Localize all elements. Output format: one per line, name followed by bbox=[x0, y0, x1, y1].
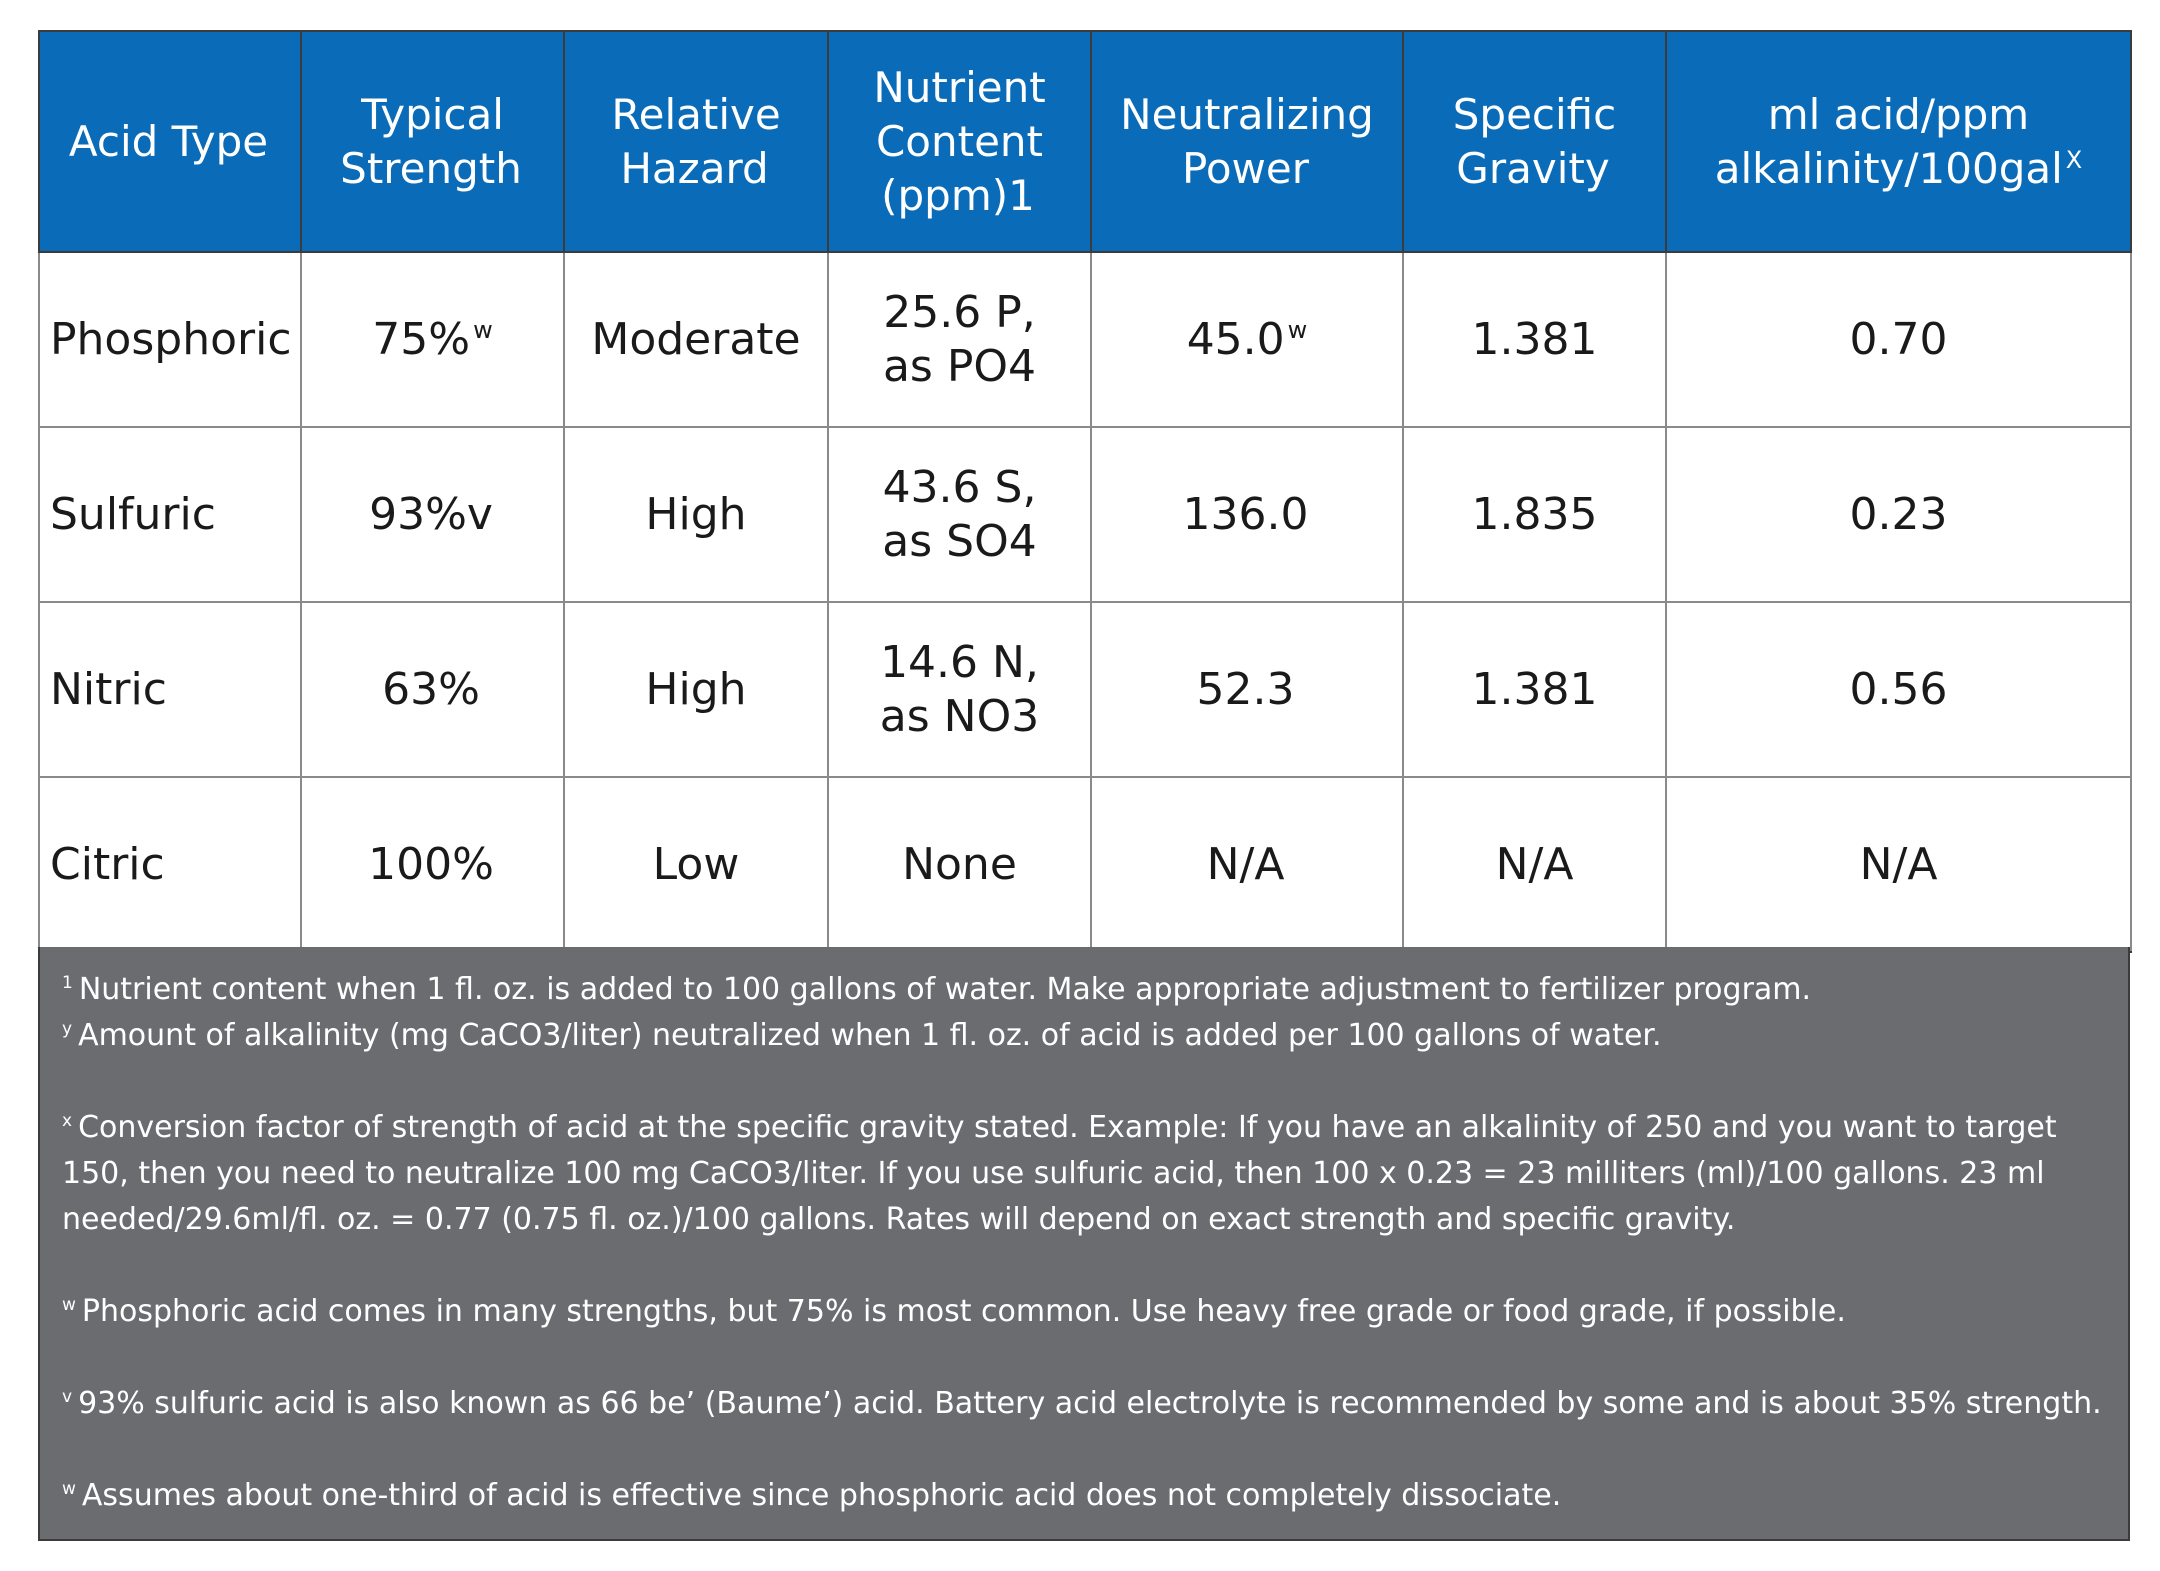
header-mark: X bbox=[2065, 145, 2083, 174]
footnote-text: Amount of alkalinity (mg CaCO3/liter) ne… bbox=[78, 1018, 1662, 1053]
table-row: Sulfuric 93%v High 43.6 S, as SO4 136.0 … bbox=[38, 427, 2132, 603]
footnote: v 93% sulfuric acid is also known as 66 b… bbox=[62, 1381, 2106, 1427]
cell-gravity: N/A bbox=[1403, 777, 1667, 953]
neutralizing-value: 45.0 bbox=[1186, 313, 1285, 365]
header-label: Typical Strength bbox=[340, 89, 522, 193]
cell-hazard: High bbox=[564, 427, 829, 603]
footnotes-panel: 1 Nutrient content when 1 fl. oz. is adde… bbox=[38, 947, 2130, 1541]
cell-nutrient: 14.6 N, as NO3 bbox=[828, 602, 1092, 778]
footnote-mark: y bbox=[62, 1019, 73, 1039]
neutralizing-mark: w bbox=[1287, 315, 1308, 344]
cell-hazard: Moderate bbox=[564, 252, 829, 428]
table-row: Phosphoric 75% w Moderate 25.6 P, as PO4 … bbox=[38, 252, 2132, 428]
cell-neutralizing: 45.0 w bbox=[1091, 252, 1404, 428]
footnote-mark: w bbox=[62, 1295, 76, 1315]
neutralizing-value: 52.3 bbox=[1196, 663, 1295, 715]
header-neutralizing-power: Neutralizing Power bbox=[1091, 30, 1404, 253]
footnote: x Conversion factor of strength of acid a… bbox=[62, 1105, 2106, 1243]
cell-ml-acid: 0.23 bbox=[1666, 427, 2132, 603]
cell-acid-type: Citric bbox=[38, 777, 302, 953]
strength-value: 75% bbox=[372, 313, 471, 365]
footnote: w Phosphoric acid comes in many strengths… bbox=[62, 1289, 2106, 1335]
header-label: Neutralizing Power bbox=[1120, 89, 1374, 193]
header-nutrient-content: Nutrient Content (ppm)1 bbox=[828, 30, 1092, 253]
cell-hazard: Low bbox=[564, 777, 829, 953]
strength-mark: w bbox=[473, 315, 493, 344]
cell-acid-type: Nitric bbox=[38, 602, 302, 778]
strength-value: 100% bbox=[368, 838, 494, 890]
header-row: Acid Type Typical Strength Relative Haza… bbox=[38, 30, 2132, 253]
footnote-spacer bbox=[62, 1427, 2106, 1473]
footnote-mark: v bbox=[62, 1387, 73, 1407]
footnote-spacer bbox=[62, 1335, 2106, 1381]
cell-acid-type: Sulfuric bbox=[38, 427, 302, 603]
footnote-mark: x bbox=[62, 1111, 73, 1131]
footnote-mark: 1 bbox=[62, 973, 73, 993]
footnote: 1 Nutrient content when 1 fl. oz. is adde… bbox=[62, 967, 2106, 1013]
cell-acid-type: Phosphoric bbox=[38, 252, 302, 428]
cell-strength: 100% bbox=[301, 777, 565, 953]
cell-gravity: 1.381 bbox=[1403, 252, 1667, 428]
table-header: Acid Type Typical Strength Relative Haza… bbox=[38, 30, 2132, 253]
cell-nutrient: 25.6 P, as PO4 bbox=[828, 252, 1092, 428]
footnote-text: 93% sulfuric acid is also known as 66 be… bbox=[78, 1386, 2102, 1421]
header-ml-acid: ml acid/ppm alkalinity/100gal X bbox=[1666, 30, 2132, 253]
header-label: Acid Type bbox=[68, 116, 269, 166]
strength-value: 93%v bbox=[369, 488, 493, 540]
neutralizing-value: 136.0 bbox=[1182, 488, 1309, 540]
cell-nutrient: None bbox=[828, 777, 1092, 953]
header-relative-hazard: Relative Hazard bbox=[564, 30, 829, 253]
cell-neutralizing: N/A bbox=[1091, 777, 1404, 953]
table-row: Citric 100% Low None N/A N/A N/A bbox=[38, 777, 2132, 953]
cell-neutralizing: 52.3 bbox=[1091, 602, 1404, 778]
cell-strength: 93%v bbox=[301, 427, 565, 603]
footnote-text: Nutrient content when 1 fl. oz. is added… bbox=[78, 972, 1812, 1007]
header-typical-strength: Typical Strength bbox=[301, 30, 565, 253]
footnote-text: Phosphoric acid comes in many strengths,… bbox=[81, 1294, 1846, 1329]
footnote-spacer bbox=[62, 1243, 2106, 1289]
cell-hazard: High bbox=[564, 602, 829, 778]
cell-ml-acid: 0.56 bbox=[1666, 602, 2132, 778]
footnote-text: Conversion factor of strength of acid at… bbox=[62, 1110, 2057, 1237]
footnote-mark: w bbox=[62, 1479, 76, 1499]
cell-ml-acid: 0.70 bbox=[1666, 252, 2132, 428]
footnote: w Assumes about one-third of acid is effe… bbox=[62, 1473, 2106, 1519]
footnote: y Amount of alkalinity (mg CaCO3/liter) n… bbox=[62, 1013, 2106, 1059]
strength-value: 63% bbox=[382, 663, 480, 715]
cell-gravity: 1.381 bbox=[1403, 602, 1667, 778]
cell-neutralizing: 136.0 bbox=[1091, 427, 1404, 603]
header-label: ml acid/ppm alkalinity/100gal bbox=[1714, 89, 2063, 193]
cell-gravity: 1.835 bbox=[1403, 427, 1667, 603]
header-label: Relative Hazard bbox=[611, 89, 781, 193]
cell-nutrient: 43.6 S, as SO4 bbox=[828, 427, 1092, 603]
cell-strength: 63% bbox=[301, 602, 565, 778]
neutralizing-value: N/A bbox=[1206, 838, 1285, 890]
acid-comparison-table: Acid Type Typical Strength Relative Haza… bbox=[38, 30, 2132, 953]
table-body: Phosphoric 75% w Moderate 25.6 P, as PO4 … bbox=[38, 252, 2132, 953]
header-specific-gravity: Specific Gravity bbox=[1403, 30, 1667, 253]
cell-strength: 75% w bbox=[301, 252, 565, 428]
header-acid-type: Acid Type bbox=[38, 30, 302, 253]
header-label: Nutrient Content (ppm)1 bbox=[873, 62, 1046, 220]
footnote-spacer bbox=[62, 1059, 2106, 1105]
cell-ml-acid: N/A bbox=[1666, 777, 2132, 953]
header-label: Specific Gravity bbox=[1452, 89, 1617, 193]
table-row: Nitric 63% High 14.6 N, as NO3 52.3 1.38… bbox=[38, 602, 2132, 778]
footnote-text: Assumes about one-third of acid is effec… bbox=[81, 1478, 1562, 1513]
